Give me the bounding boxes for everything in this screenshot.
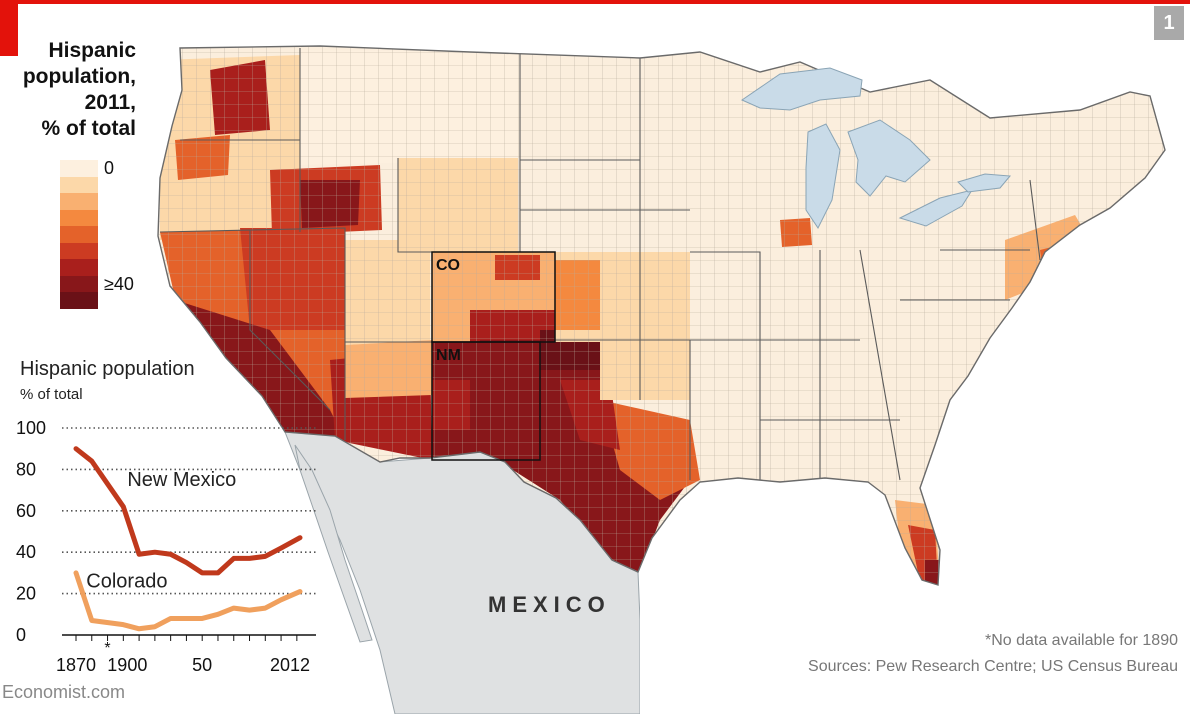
series-label: New Mexico	[127, 469, 236, 491]
legend-color-scale	[60, 160, 98, 309]
red-accent-tab	[0, 0, 18, 56]
legend-swatch	[60, 209, 98, 226]
lake-superior	[740, 67, 863, 111]
y-tick-label: 100	[16, 418, 46, 438]
top-accent-rule	[0, 0, 1190, 4]
legend-title-line: % of total	[41, 117, 137, 140]
lake-huron	[847, 119, 931, 197]
mexico-label: MEXICO	[488, 592, 611, 617]
x-tick-label: 2012	[270, 655, 310, 675]
sources-note: Sources: Pew Research Centre; US Census …	[808, 658, 1178, 675]
legend-swatch	[60, 226, 98, 243]
inset-chart-title: Hispanic population	[20, 358, 195, 380]
inset-chart-subtitle: % of total	[20, 386, 83, 403]
lake-michigan	[805, 123, 841, 229]
state-label-nm: NM	[436, 347, 461, 364]
y-tick-label: 40	[16, 542, 36, 562]
legend-swatch	[60, 176, 98, 193]
legend-swatch	[60, 242, 98, 259]
gulf-of-mexico	[640, 480, 900, 714]
x-tick-label: 1900	[107, 655, 147, 675]
series-line-colorado	[73, 570, 303, 632]
legend-swatch	[60, 292, 98, 309]
great-lakes	[740, 67, 1012, 229]
missing-data-asterisk: *	[104, 640, 110, 657]
inset-line-chart: 0 20 40 60 80 100 1870 1900 50 2012 * New Mexico Col…	[16, 418, 316, 675]
footnote: *No data available for 1890	[984, 632, 1178, 649]
y-tick-label: 80	[16, 459, 36, 479]
legend-swatch	[60, 259, 98, 276]
new-mexico-outline	[431, 341, 541, 461]
state-label-co: CO	[436, 257, 460, 274]
x-tick-label: 1870	[56, 655, 96, 675]
lake-ontario	[957, 173, 1012, 193]
figure-number-badge: 1	[1154, 6, 1184, 40]
series-label: Colorado	[86, 570, 167, 592]
baja-california	[294, 444, 373, 643]
legend-title-line: 2011,	[84, 91, 136, 114]
legend-title: Hispanic population, 2011, % of total	[18, 38, 136, 142]
legend-high-label: ≥40	[104, 274, 134, 294]
brand-wordmark: Economist.com	[2, 682, 126, 702]
legend-swatch	[60, 160, 98, 177]
legend-title-line: population,	[22, 65, 136, 88]
legend-swatch	[60, 193, 98, 210]
legend-title-line: Hispanic	[48, 39, 136, 62]
series-line-new-mexico	[73, 446, 303, 576]
y-tick-label: 0	[16, 625, 26, 645]
lake-erie	[898, 189, 974, 227]
legend-low-label: 0	[104, 158, 115, 178]
y-tick-label: 20	[16, 584, 36, 604]
x-tick-label: 50	[192, 655, 212, 675]
legend-swatch	[60, 275, 98, 292]
y-tick-label: 60	[16, 501, 36, 521]
